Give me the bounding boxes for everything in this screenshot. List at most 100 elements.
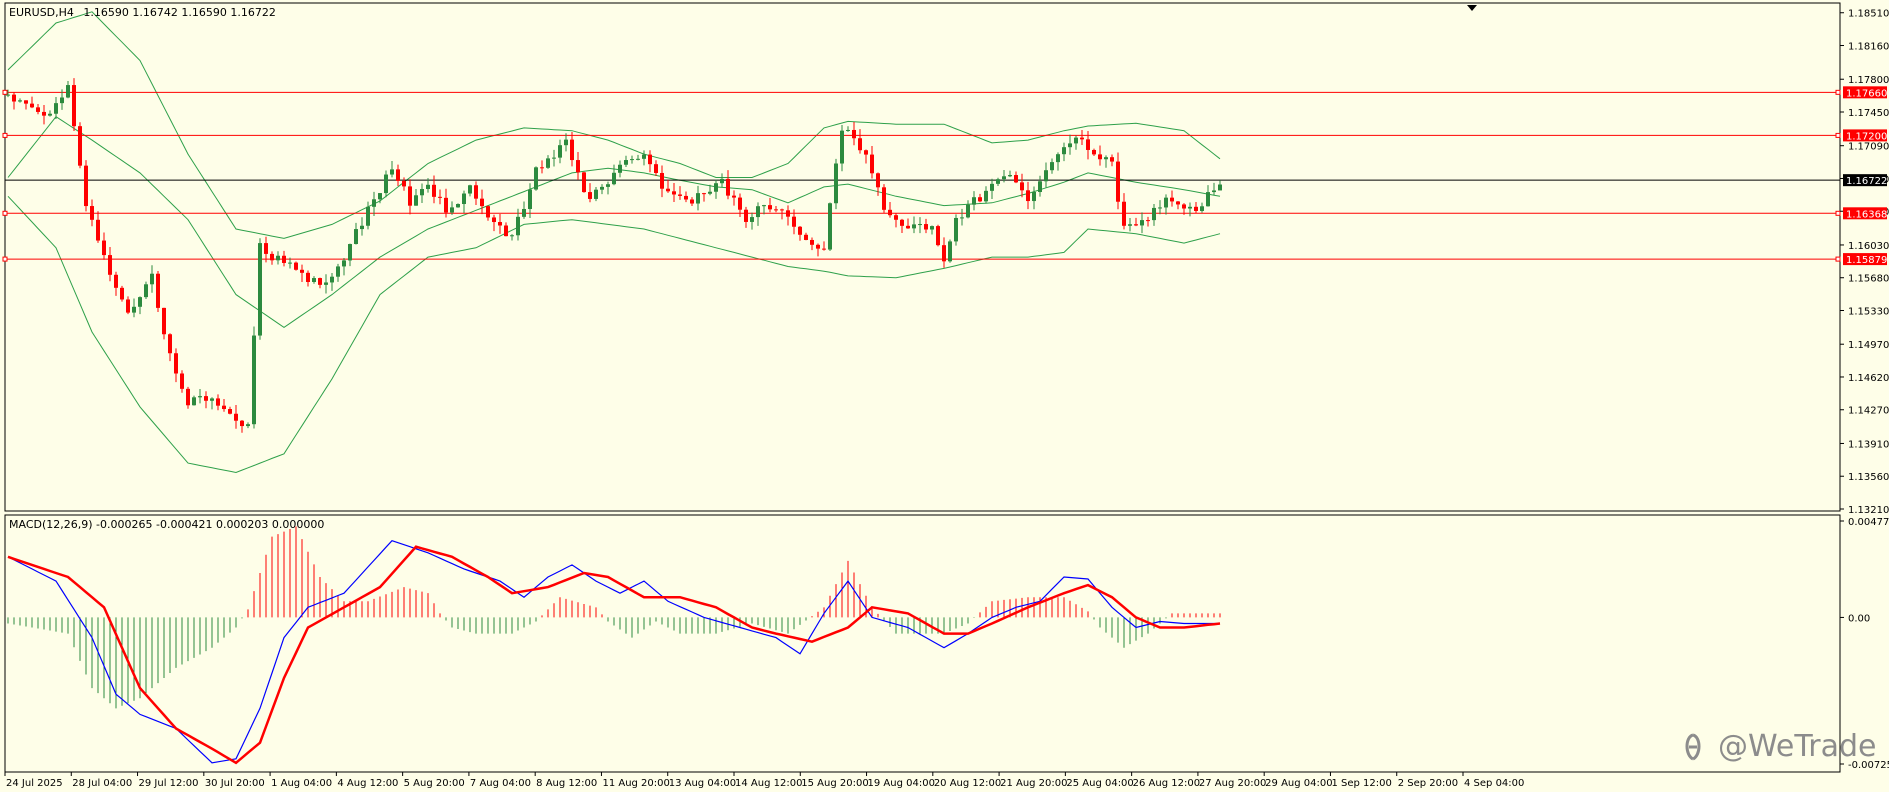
candle-body (630, 159, 634, 161)
candle-body (1110, 157, 1114, 162)
candle-body (594, 189, 598, 199)
candle-body (612, 172, 616, 185)
candle-body (120, 287, 124, 300)
candle-body (1188, 206, 1192, 209)
candle-body (324, 282, 328, 285)
candle-body (390, 169, 394, 175)
candle-body (354, 229, 358, 245)
candle-body (996, 179, 1000, 184)
candle-body (114, 274, 118, 288)
candle-body (966, 204, 970, 218)
candle-body (894, 215, 898, 220)
level-handle-right-1[interactable] (1835, 89, 1841, 95)
candle-body (1140, 220, 1144, 226)
time-tick-label: 30 Jul 20:00 (205, 778, 265, 789)
candle-body (1044, 170, 1048, 182)
candle-body (906, 225, 910, 229)
candle-body (834, 163, 838, 204)
candle-body (498, 222, 502, 226)
candle-body (378, 193, 382, 200)
candle-body (402, 180, 406, 187)
candle-body (960, 217, 964, 219)
candle-body (912, 224, 916, 229)
level-tag-1 (1843, 86, 1887, 99)
bollinger-lower-line (7, 195, 1221, 474)
candle-body (510, 235, 514, 237)
candle-body (762, 205, 766, 207)
candle-body (690, 199, 694, 204)
candle-body (990, 183, 994, 191)
shift-marker-icon[interactable] (1467, 5, 1477, 11)
candle-body (444, 197, 448, 213)
price-tick-label: 1.18510 (1848, 9, 1889, 20)
candle-body (438, 196, 442, 198)
candle-body (720, 178, 724, 184)
candle-body (126, 299, 130, 313)
candle-body (174, 353, 178, 374)
candle-body (840, 130, 844, 164)
candle-body (276, 255, 280, 261)
time-tick-label: 21 Aug 20:00 (1000, 778, 1067, 789)
candle-body (396, 169, 400, 181)
time-tick-label: 4 Aug 12:00 (337, 778, 398, 789)
candle-body (696, 193, 700, 204)
candle-body (48, 113, 52, 116)
time-tick-label: 29 Aug 04:00 (1265, 778, 1332, 789)
price-tick-label: 1.14620 (1848, 373, 1889, 384)
candle-body (978, 197, 982, 202)
candle-body (858, 138, 862, 151)
price-tick-label: 1.17090 (1848, 142, 1889, 153)
level-tag-text-2: 1.17200 (1846, 131, 1887, 142)
candle-body (750, 217, 754, 222)
candle-body (516, 216, 520, 236)
level-handle-right-3[interactable] (1835, 210, 1841, 216)
candle-body (216, 398, 220, 406)
candle-body (138, 297, 142, 307)
macd-tick-label: -0.007257 (1848, 760, 1889, 771)
candle-body (864, 150, 868, 155)
price-tick-label: 1.17450 (1848, 108, 1889, 119)
candle-body (870, 154, 874, 174)
level-handle-right-4[interactable] (1835, 256, 1841, 262)
candle-body (732, 195, 736, 198)
candle-body (918, 224, 922, 226)
level-tag-2 (1843, 129, 1887, 142)
candle-body (1104, 157, 1108, 160)
candle-body (162, 307, 166, 335)
candle-body (1170, 197, 1174, 202)
level-handle-right-2[interactable] (1835, 132, 1841, 138)
candle-body (72, 85, 76, 127)
candle-body (18, 100, 22, 102)
candle-body (1218, 184, 1222, 191)
candle-body (66, 85, 70, 98)
level-handle-1[interactable] (2, 89, 8, 95)
candle-body (234, 413, 238, 421)
candle-body (270, 253, 274, 261)
level-handle-4[interactable] (2, 256, 8, 262)
candle-body (672, 191, 676, 195)
level-tag-4 (1843, 253, 1887, 266)
candle-body (1116, 161, 1120, 202)
time-tick-label: 11 Aug 20:00 (602, 778, 669, 789)
candle-body (522, 208, 526, 217)
level-handle-3[interactable] (2, 210, 8, 216)
level-handle-2[interactable] (2, 132, 8, 138)
current-price-tag (1843, 174, 1887, 187)
ohlc-header: 1.16590 1.16742 1.16590 1.16722 (83, 6, 275, 19)
candle-body (558, 145, 562, 158)
time-tick-label: 29 Jul 12:00 (139, 778, 199, 789)
candle-body (804, 234, 808, 240)
level-tag-text-1: 1.17660 (1846, 88, 1887, 99)
price-tick-label: 1.18160 (1848, 42, 1889, 53)
candle-body (1086, 139, 1090, 150)
level-tag-text-4: 1.15879 (1846, 255, 1887, 266)
candle-body (6, 94, 10, 96)
wetrade-logo-icon (1685, 733, 1701, 761)
candle-body (924, 224, 928, 230)
candle-body (222, 405, 226, 410)
candle-body (1002, 176, 1006, 180)
candle-body (714, 183, 718, 192)
price-panel (4, 2, 1841, 512)
candle-body (96, 219, 100, 241)
